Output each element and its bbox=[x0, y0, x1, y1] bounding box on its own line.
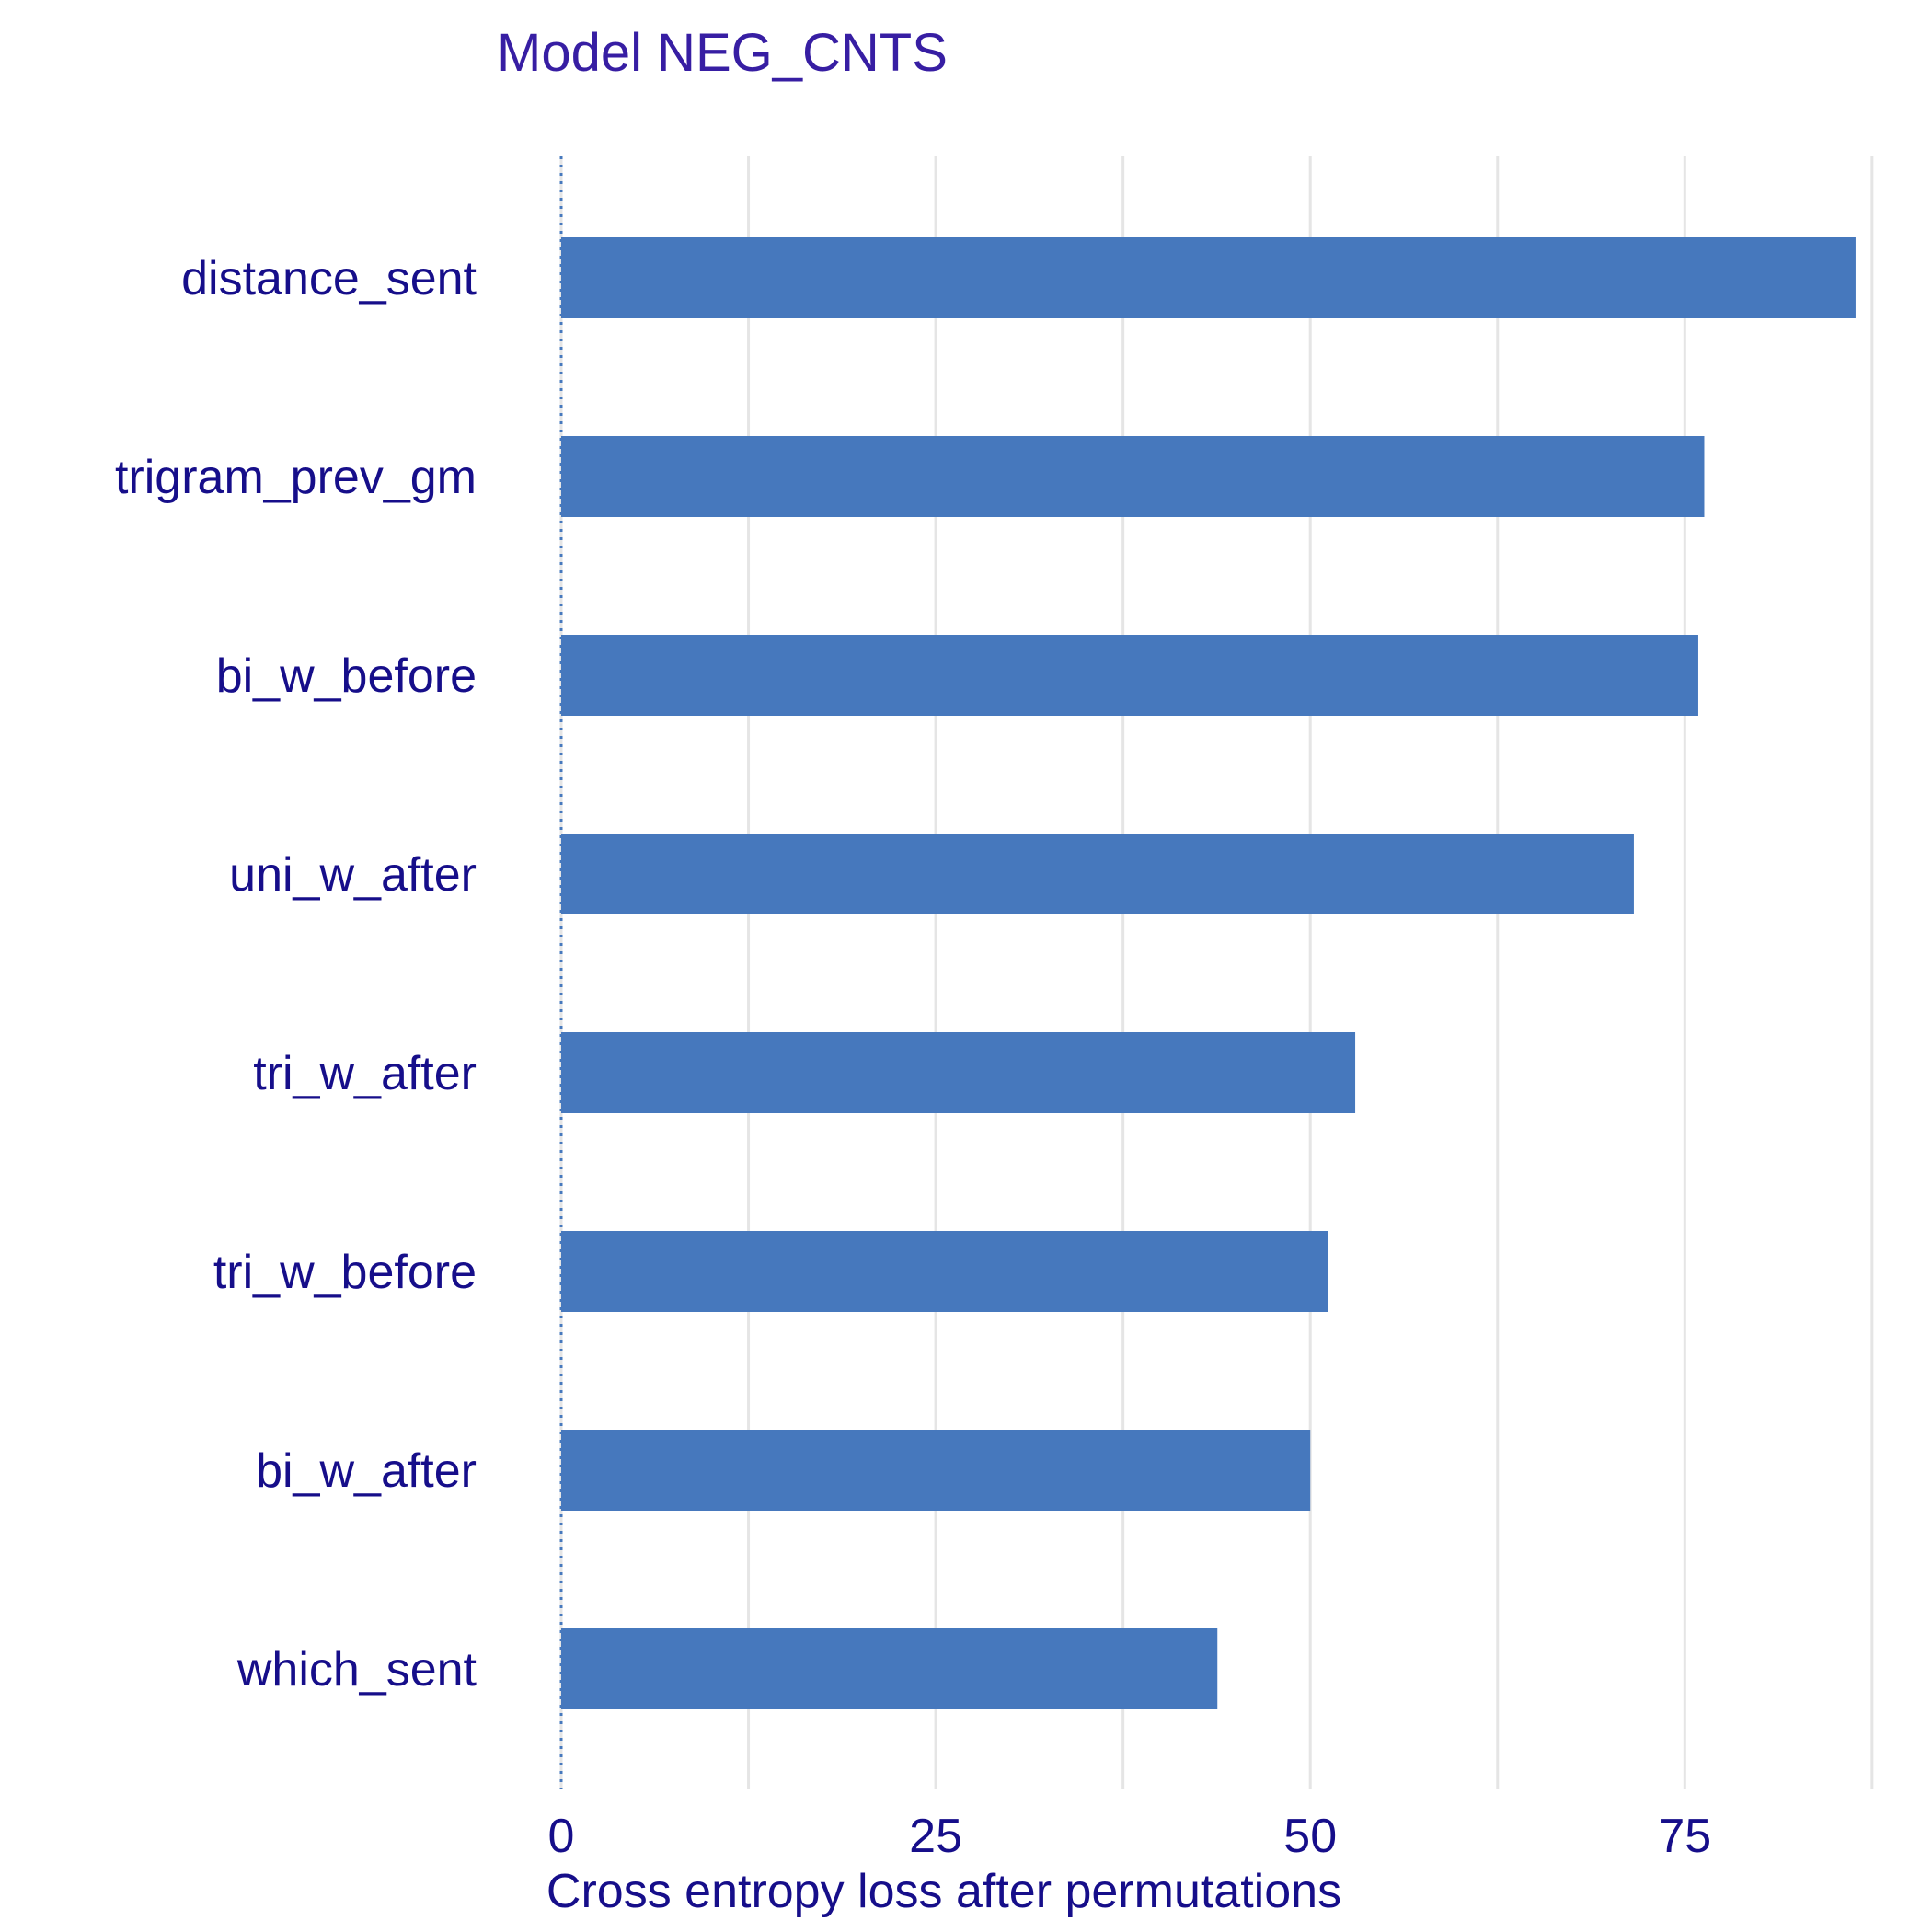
category-label: tri_w_before bbox=[213, 1246, 477, 1299]
x-tick-label: 50 bbox=[1283, 1810, 1337, 1863]
x-tick-labels: 0 25 50 75 bbox=[548, 1810, 1712, 1863]
bars bbox=[561, 237, 1856, 1709]
bar-tri_w_after bbox=[561, 1032, 1356, 1113]
category-label: bi_w_before bbox=[216, 650, 477, 703]
category-label: distance_sent bbox=[181, 252, 477, 305]
grid-lines bbox=[559, 156, 1874, 1789]
chart-title: Model NEG_CNTS bbox=[497, 23, 948, 83]
bar-uni_w_after bbox=[561, 834, 1634, 914]
category-label: trigram_prev_gm bbox=[115, 451, 477, 504]
category-label: uni_w_after bbox=[229, 848, 477, 902]
bar-distance_sent bbox=[561, 237, 1856, 318]
bar-bi_w_before bbox=[561, 635, 1698, 716]
category-label: tri_w_after bbox=[253, 1047, 477, 1100]
bar-bi_w_after bbox=[561, 1430, 1311, 1511]
x-tick-label: 25 bbox=[909, 1810, 962, 1863]
bar-trigram_prev_gm bbox=[561, 436, 1705, 517]
x-tick-label: 75 bbox=[1658, 1810, 1711, 1863]
bar-which_sent bbox=[561, 1628, 1218, 1709]
x-axis-title: Cross entropy loss after permutations bbox=[546, 1865, 1341, 1918]
category-label: which_sent bbox=[236, 1643, 477, 1696]
category-labels: distance_sent trigram_prev_gm bi_w_beforeu… bbox=[115, 252, 477, 1696]
bar-tri_w_before bbox=[561, 1231, 1328, 1312]
category-label: bi_w_after bbox=[256, 1444, 477, 1498]
x-tick-label: 0 bbox=[548, 1810, 575, 1863]
